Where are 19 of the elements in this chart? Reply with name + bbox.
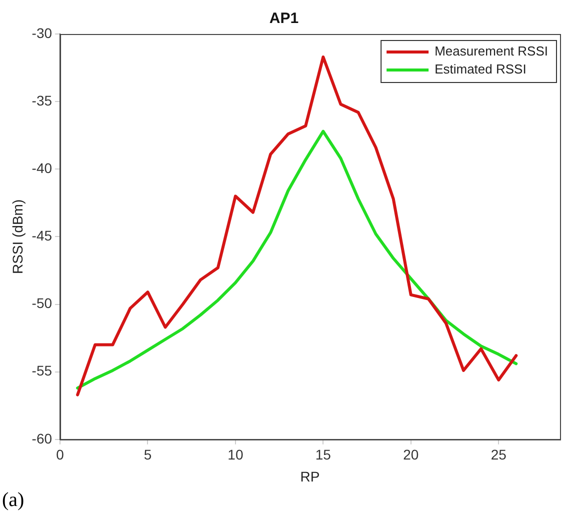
x-tick-label: 10	[228, 446, 244, 463]
y-tick-label: -55	[32, 362, 52, 379]
x-tick-label: 5	[144, 446, 152, 463]
y-tick-label: -40	[32, 160, 52, 176]
legend-label: Measurement RSSI	[434, 44, 548, 59]
y-tick-label: -50	[32, 295, 52, 312]
x-tick-label: 25	[490, 446, 507, 463]
x-axis-title: RP	[300, 468, 320, 484]
y-axis-title: RSSI (dBm)	[9, 199, 26, 274]
y-tick-label: -60	[32, 430, 52, 446]
y-tick-label: -30	[32, 24, 52, 41]
legend-label: Estimated RSSI	[434, 62, 526, 77]
x-tick-label: 15	[315, 446, 332, 463]
text: (a)	[2, 488, 26, 512]
chart-title: AP1	[269, 10, 299, 28]
x-tick-label: 0	[56, 446, 64, 463]
y-tick-label: -45	[32, 228, 52, 244]
x-tick-label: 20	[403, 446, 419, 463]
y-tick-label: -35	[32, 92, 52, 108]
